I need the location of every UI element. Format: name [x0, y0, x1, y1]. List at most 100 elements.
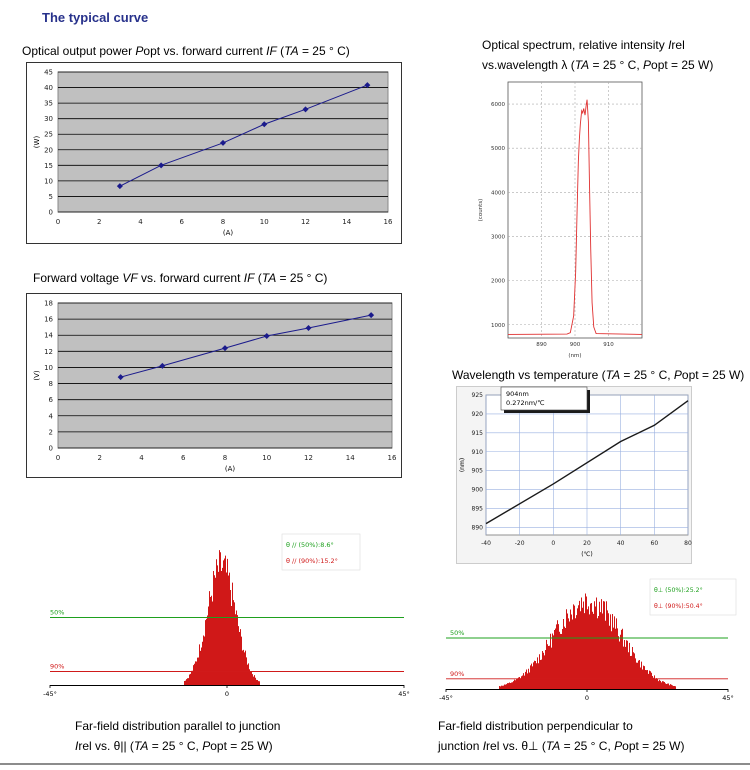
spectrum-line	[507, 99, 643, 335]
caption-segment: P	[673, 368, 682, 382]
y-tick-label: 30	[44, 115, 53, 123]
y-tick-label: 5000	[491, 146, 505, 152]
data-point	[117, 374, 124, 381]
caption-segment: (	[276, 44, 285, 58]
x-tick-label: 16	[384, 218, 393, 226]
y-tick-label: 0	[49, 209, 53, 217]
y-tick-label: 3000	[491, 234, 505, 240]
data-point	[364, 82, 371, 89]
x-tick-label: 45°	[398, 690, 410, 698]
x-tick-label: 2	[98, 454, 102, 462]
x-axis-label: (℃)	[581, 551, 592, 558]
y-tick-label: 5	[49, 193, 53, 201]
annotation-line2: 0.272nm/℃	[506, 399, 545, 407]
data-point	[261, 121, 268, 128]
y-tick-label: 40	[44, 84, 53, 92]
caption-segment: = 25 ° C,	[560, 739, 615, 753]
caption-spectrum-line2: vs.wavelength λ (TA = 25 ° C, Popt = 25 …	[482, 58, 713, 72]
x-tick-label: 12	[301, 218, 310, 226]
caption-segment: TA	[545, 739, 561, 753]
caption-segment: = 25 ° C,	[589, 58, 643, 72]
x-tick-label: 80	[684, 540, 692, 547]
y-tick-label: 10	[44, 364, 53, 372]
level-label: 50%	[50, 609, 64, 617]
data-point	[222, 345, 228, 352]
y-tick-label: 35	[44, 100, 53, 108]
chart-farfield-perpendicular: 50% 90% -45° 0 45° θ⊥ (50%):25.2° θ⊥ (90%):50.…	[439, 578, 737, 702]
x-tick-label: -45°	[43, 690, 57, 698]
caption-segment: Far-field distribution parallel to junct…	[75, 719, 281, 733]
caption-segment: rel vs. θ⊥ (	[486, 739, 546, 753]
data-point	[305, 324, 312, 331]
caption-temperature: Wavelength vs temperature (TA = 25 ° C, …	[452, 368, 744, 382]
y-tick-label: 4	[49, 412, 54, 420]
y-tick-label: 0	[49, 445, 53, 453]
x-tick-label: 900	[570, 342, 581, 348]
y-tick-label: 920	[472, 411, 484, 418]
caption-segment: Optical spectrum, relative intensity	[482, 38, 669, 52]
caption-segment: TA	[133, 739, 149, 753]
x-tick-label: 0	[551, 540, 555, 547]
caption-segment: opt = 25 W)	[622, 739, 685, 753]
caption-farfield-parallel-line1: Far-field distribution parallel to junct…	[75, 719, 280, 733]
caption-segment: I	[668, 38, 672, 52]
caption-segment: Far-field distribution perpendicular to	[438, 719, 633, 733]
caption-segment: vs. forward current	[137, 271, 244, 285]
x-tick-label: 8	[221, 218, 225, 226]
legend-entry: θ⊥ (90%):50.4°	[654, 602, 703, 610]
caption-segment: Forward voltage	[33, 271, 123, 285]
legend-box	[281, 533, 361, 571]
caption-segment: Optical output power	[22, 44, 136, 58]
y-tick-label: 10	[44, 177, 53, 185]
y-tick-label: 45	[44, 69, 53, 77]
caption-segment: Wavelength vs temperature (	[452, 368, 606, 382]
y-tick-label: 915	[472, 430, 484, 437]
data-point	[159, 362, 166, 369]
y-tick-label: 18	[44, 300, 53, 308]
caption-segment: vs.wavelength λ (	[482, 58, 575, 72]
caption-segment: opt vs. forward current	[143, 44, 267, 58]
x-tick-label: 0	[225, 690, 229, 698]
caption-farfield-perpendicular-line2: junction Irel vs. θ⊥ (TA = 25 ° C, Popt …	[438, 739, 685, 753]
y-tick-label: 8	[49, 380, 53, 388]
data-point	[158, 162, 165, 169]
y-axis-label: (W)	[33, 136, 41, 149]
x-tick-label: 4	[138, 218, 143, 226]
y-tick-label: 895	[472, 506, 484, 513]
legend-box	[649, 578, 737, 616]
caption-segment: TA	[605, 368, 621, 382]
y-tick-label: 2000	[491, 279, 505, 285]
x-tick-label: 2	[97, 218, 101, 226]
caption-segment: P	[614, 739, 623, 753]
series-line	[119, 84, 368, 187]
y-tick-label: 12	[44, 348, 53, 356]
y-tick-label: 25	[44, 131, 53, 139]
caption-segment: rel	[671, 38, 685, 52]
x-tick-label: 4	[139, 454, 144, 462]
level-label: 90%	[450, 670, 464, 678]
chart-optical-spectrum: 1000 2000 3000 4000 5000 6000 890 900 910 (nm) (co…	[478, 81, 643, 359]
y-tick-label: 20	[44, 146, 53, 154]
caption-segment: junction	[438, 739, 483, 753]
y-tick-label: 905	[472, 468, 484, 475]
x-tick-label: 890	[536, 342, 547, 348]
data-point	[302, 106, 309, 113]
x-tick-label: -20	[515, 540, 525, 547]
y-tick-label: 2	[49, 428, 53, 436]
y-tick-label: 15	[44, 162, 53, 170]
caption-segment: P	[202, 739, 211, 753]
page-heading: The typical curve	[42, 10, 149, 25]
caption-segment: = 25 ° C,	[620, 368, 674, 382]
caption-segment: VF	[122, 271, 138, 285]
x-tick-label: 40	[617, 540, 625, 547]
annotation-line1: 904nm	[506, 390, 529, 398]
caption-segment: P	[135, 44, 144, 58]
data-point	[116, 183, 123, 190]
chart-power-vs-current: 0 5 10 15 20 25 30 35 40 45 0 2 4 6 8 10 12 14 16 (A) (W)	[26, 62, 402, 244]
y-tick-label: 1000	[491, 323, 505, 329]
legend-entry: θ // (50%):8.6°	[286, 541, 334, 549]
caption-power: Optical output power Popt vs. forward cu…	[22, 44, 350, 58]
caption-segment: TA	[574, 58, 590, 72]
caption-segment: opt = 25 W)	[681, 368, 745, 382]
y-tick-label: 890	[472, 524, 484, 531]
